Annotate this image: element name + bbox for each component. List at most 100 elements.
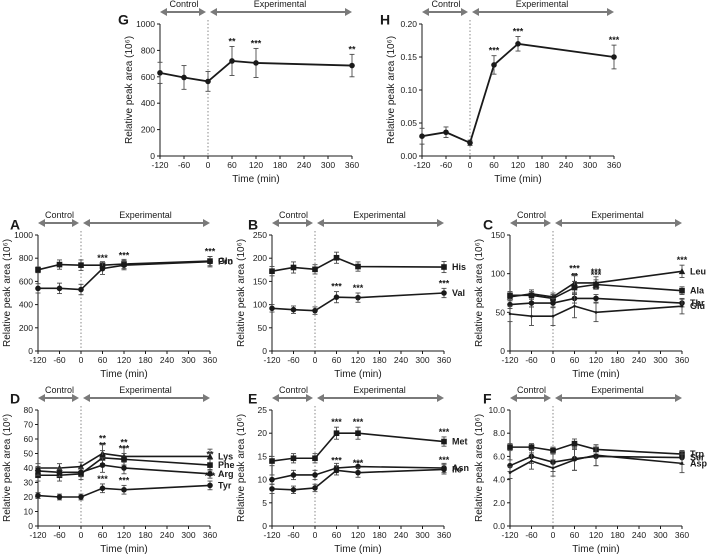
significance-label: **: [99, 433, 107, 443]
y-tick-label: 40: [24, 463, 34, 473]
data-point: [419, 133, 425, 139]
series-pro: *** *** ***Pro: [35, 246, 234, 296]
y-tick-label: 10: [24, 507, 34, 517]
experimental-phase-arrow-head-right: [437, 219, 444, 227]
significance-label: ***: [591, 270, 602, 280]
series-line: [271, 465, 445, 481]
series-line: [37, 484, 211, 498]
y-tick-label: 200: [141, 125, 155, 135]
series-line: [38, 457, 211, 477]
x-tick-label: 0: [551, 355, 556, 365]
panel-title: A: [10, 216, 20, 232]
y-tick-label: 0.00: [400, 151, 417, 161]
x-tick-label: 0: [79, 355, 84, 365]
x-tick-label: 60: [570, 355, 580, 365]
significance-label: ***: [97, 474, 108, 484]
y-tick-label: 150: [491, 230, 505, 240]
control-phase-arrow-head-left: [510, 394, 517, 402]
experimental-phase-arrow-head-left: [555, 394, 562, 402]
x-tick-label: -60: [178, 160, 191, 170]
y-tick-label: 0: [28, 521, 33, 531]
data-point: [121, 456, 127, 463]
series-label-thr: Thr: [690, 298, 705, 308]
chart-panel-h: H Control Experimental 0.00 0.05 0.10 0.15 0.20…: [380, 0, 621, 185]
x-tick-label: 0: [313, 355, 318, 365]
data-point: [290, 264, 297, 271]
y-tick-label: 200: [19, 323, 33, 333]
data-point: [121, 262, 127, 268]
data-point: [528, 300, 535, 306]
x-tick-label: 240: [632, 530, 646, 540]
x-tick-label: 240: [394, 530, 408, 540]
series-label-arg: Arg: [218, 469, 234, 479]
data-point: [207, 462, 213, 468]
series-line: [509, 270, 683, 298]
control-phase-arrow-head-left: [272, 219, 279, 227]
data-point: [530, 459, 533, 463]
series-line: [38, 452, 210, 469]
data-point: [441, 466, 447, 473]
data-point: [206, 453, 214, 460]
series-label-tyr: Tyr: [218, 480, 232, 490]
series-line: [421, 42, 615, 145]
data-point: [207, 482, 213, 489]
control-phase-arrow-head-left: [38, 394, 45, 402]
y-tick-label: 0: [262, 521, 267, 531]
y-tick-label: 50: [258, 323, 268, 333]
chart-panel-d: D Control Experimental 0 10 20 30 40 50 60 70 80 -12…: [2, 385, 235, 555]
y-tick-label: 800: [19, 253, 33, 263]
significance-label: ***: [677, 255, 688, 265]
data-point: [441, 290, 447, 296]
series-line: [37, 260, 211, 271]
x-tick-label: -120: [263, 355, 280, 365]
experimental-phase-label: Experimental: [254, 0, 307, 9]
experimental-phase-arrow-head-left: [317, 219, 324, 227]
x-axis-label: Time (min): [100, 544, 147, 555]
data-point: [56, 285, 63, 292]
series-glu: Glu: [507, 294, 705, 326]
x-tick-label: 0: [206, 160, 211, 170]
data-point: [573, 304, 576, 308]
series-label-ala: Ala: [690, 286, 705, 296]
series-label-phe: Phe: [218, 460, 235, 470]
experimental-phase-label: Experimental: [591, 385, 644, 395]
x-tick-label: 360: [203, 530, 217, 540]
significance-label: ***: [439, 427, 450, 437]
x-tick-label: 120: [117, 530, 131, 540]
y-tick-label: 800: [141, 45, 155, 55]
control-phase-arrow-head-left: [422, 8, 429, 16]
series-val: *** *** ***Val: [269, 278, 465, 315]
significance-label: ***: [513, 27, 524, 37]
x-tick-label: 180: [138, 355, 152, 365]
data-point: [571, 284, 578, 291]
significance-label: **: [99, 441, 107, 451]
control-phase-label: Control: [517, 210, 546, 220]
x-tick-label: -120: [29, 530, 46, 540]
y-tick-label: 60: [24, 434, 34, 444]
series-main: *** *** ***: [419, 27, 620, 146]
significance-label: ***: [119, 251, 130, 261]
control-phase-arrow-head-left: [510, 219, 517, 227]
experimental-phase-arrow-head-right: [675, 394, 682, 402]
y-tick-label: 150: [253, 276, 267, 286]
control-phase-label: Control: [431, 0, 460, 9]
x-tick-label: -120: [29, 355, 46, 365]
control-phase-arrow-head-right: [72, 394, 79, 402]
data-point: [333, 294, 340, 300]
data-point: [573, 458, 576, 462]
data-point: [507, 444, 513, 450]
data-point: [593, 295, 599, 302]
x-tick-label: -120: [151, 160, 168, 170]
x-tick-label: 0: [551, 530, 556, 540]
x-tick-label: 360: [345, 160, 359, 170]
x-tick-label: 60: [98, 530, 108, 540]
y-tick-label: 100: [491, 269, 505, 279]
y-tick-label: 0.0: [493, 521, 505, 531]
y-tick-label: 0.10: [400, 85, 417, 95]
data-point: [290, 472, 297, 478]
control-phase-arrow-head-right: [544, 219, 551, 227]
data-point: [78, 494, 84, 500]
data-point: [508, 312, 512, 316]
series-leu: *** ******Leu: [506, 255, 706, 302]
